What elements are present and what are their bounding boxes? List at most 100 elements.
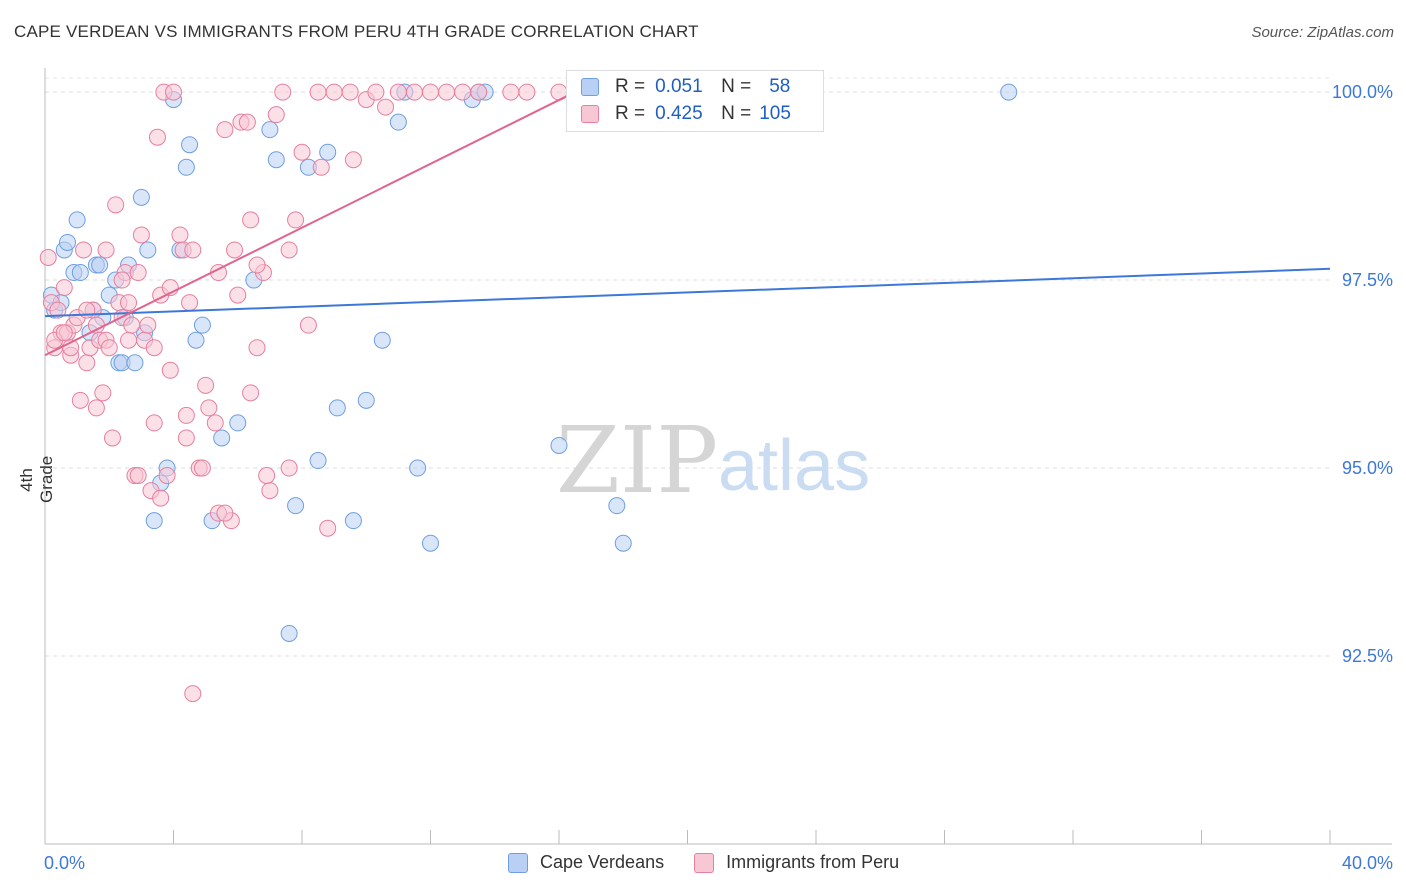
trendlines [44,91,1331,357]
peru-point [325,83,343,101]
cape-verdean-point [422,534,439,552]
watermark: ZIP atlas [556,407,870,514]
legend-n-label: N = [721,103,752,124]
legend-item-label: Cape Verdeans [540,852,665,872]
x-tick-label: 0.0% [44,853,85,873]
cape-verdean-point [126,354,144,372]
legend-swatch-pink [694,852,715,873]
peru-point [120,294,138,312]
peru-point [94,384,112,402]
cape-verdean-point [181,136,199,154]
peru-point [502,83,520,101]
peru-point [238,113,256,131]
peru-point [293,143,311,161]
peru-point [242,384,260,402]
peru-point [258,467,276,485]
cape-verdean-point [319,143,337,161]
peru-point [197,376,215,394]
legend-swatch-pink [581,105,599,123]
cape-verdean-point [229,414,247,432]
peru-point [319,519,337,537]
cape-verdean-point [68,211,86,229]
cape-verdean-point [132,188,150,206]
cape-verdean-point [357,391,375,409]
peru-point [193,459,211,477]
legend-n-value: 58 [769,76,791,97]
peru-point [97,241,115,259]
cape-verdean-point [409,459,427,477]
cape-verdean-point [550,436,568,454]
cape-verdean-point [328,399,346,417]
peru-point [267,106,285,124]
series-legend: Cape Verdeans Immigrants from Peru [508,852,929,873]
peru-point [389,83,407,101]
legend-r-label: R = [615,103,646,124]
cape-verdean-point [344,512,362,530]
peru-point [248,256,266,274]
peru-point [470,83,488,101]
peru-point [184,685,202,703]
peru-point [226,241,244,259]
y-tick-label: 100.0% [1332,82,1393,102]
cape-verdean-point [58,233,76,251]
peru-point [161,361,179,379]
cape-verdean-point [1000,83,1018,101]
cape-verdean-point [177,158,195,176]
peru-point [49,301,67,319]
legend-row-peru: R = 0.425 N = 105 [581,102,791,126]
cape-verdean-point [193,316,211,334]
peru-point [55,324,73,342]
correlation-legend: R = 0.051 N = 58 R = 0.425 N = 105 [566,70,824,132]
data-points [39,83,1018,703]
cape-verdean-point [309,452,327,470]
peru-point [405,83,423,101]
peru-point [229,286,247,304]
peru-point [148,128,166,146]
legend-item-label: Immigrants from Peru [726,852,900,872]
source-label: Source: ZipAtlas.com [1251,24,1394,41]
peru-point [71,391,89,409]
peru-point [377,98,395,116]
cape-verdean-point [614,534,632,552]
peru-point [518,83,536,101]
legend-n-value: 105 [759,103,791,124]
legend-row-cape-verdeans: R = 0.051 N = 58 [581,75,790,99]
x-tick-label: 40.0% [1342,853,1393,873]
peru-point [200,399,218,417]
peru-point [344,151,362,169]
peru-point [165,83,182,101]
peru-point [39,249,57,266]
cape-verdean-point [373,331,391,349]
legend-swatch-blue [581,78,599,96]
peru-point [129,467,147,485]
peru-point [145,339,163,357]
cape-verdean-point [139,241,157,259]
cape-verdean-point [608,497,626,515]
cape-verdean-point [267,151,285,169]
peru-point [171,226,189,244]
cape-verdean-point [145,512,163,530]
peru-point [184,241,202,259]
legend-n-label: N = [721,76,752,97]
peru-point [78,354,96,372]
tick-labels: 92.5% 95.0% 97.5% 100.0% 0.0% 40.0% [44,82,1393,873]
cape-verdean-point [389,113,407,131]
peru-point [454,83,472,101]
legend-r-label: R = [615,76,646,97]
legend-item-peru[interactable]: Immigrants from Peru [694,852,899,873]
peru-point [242,211,260,229]
peru-point [152,489,170,507]
peru-point [206,414,224,432]
cape-verdean-point [213,429,231,447]
cape-verdean-point [287,497,305,515]
grid-lines [45,77,1330,657]
peru-point [299,316,317,334]
peru-point [274,83,292,101]
peru-point [123,316,141,334]
watermark-zip: ZIP [556,407,718,514]
peru-point [177,429,195,447]
peru-point [216,121,234,139]
peru-point [312,158,330,176]
legend-item-cape-verdeans[interactable]: Cape Verdeans [508,852,664,873]
y-tick-label: 95.0% [1342,458,1393,478]
